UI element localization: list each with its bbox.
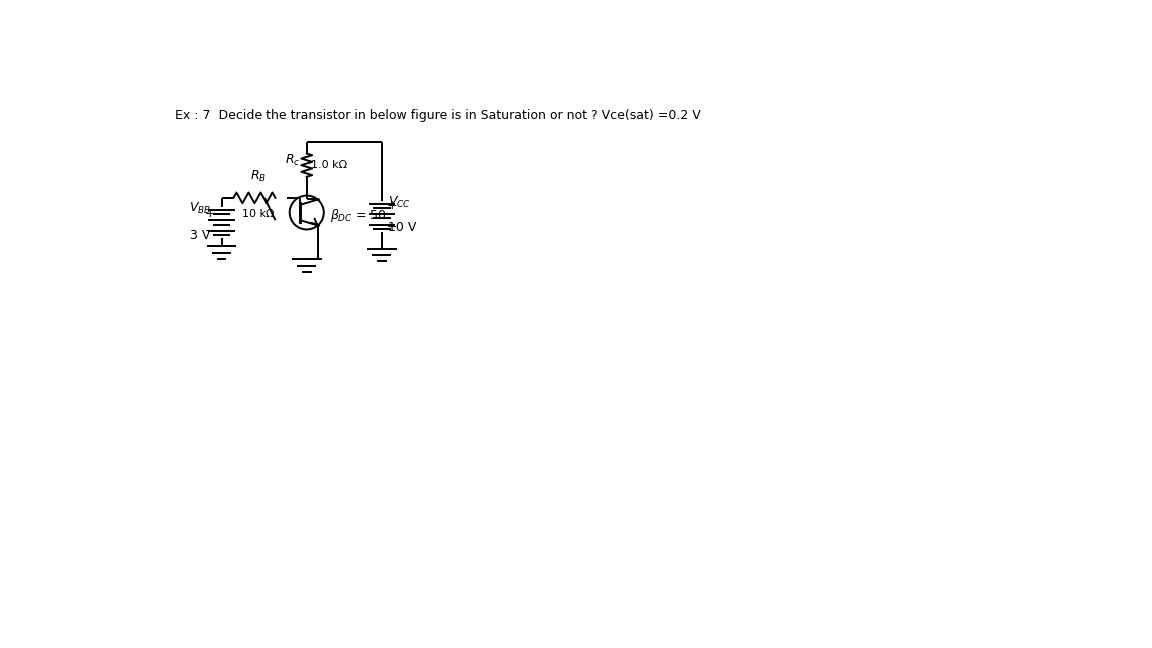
Text: −: − xyxy=(387,221,397,234)
Text: 10 kΩ: 10 kΩ xyxy=(242,209,274,218)
Text: 10 V: 10 V xyxy=(388,221,417,234)
Text: $\beta_{DC}$ = 50: $\beta_{DC}$ = 50 xyxy=(329,207,387,224)
Text: −: − xyxy=(205,225,215,238)
Text: $R_c$: $R_c$ xyxy=(286,153,301,168)
Text: $R_B$: $R_B$ xyxy=(250,169,266,184)
Text: Ex : 7  Decide the transistor in below figure is in Saturation or not ? Vce(sat): Ex : 7 Decide the transistor in below fi… xyxy=(175,109,700,122)
Text: +: + xyxy=(205,207,215,220)
Text: 1.0 kΩ: 1.0 kΩ xyxy=(311,160,348,170)
Text: 3 V: 3 V xyxy=(190,229,210,242)
Text: $V_{CC}$: $V_{CC}$ xyxy=(388,195,411,210)
Text: +: + xyxy=(387,199,397,212)
Text: $V_{BB}$: $V_{BB}$ xyxy=(189,202,211,216)
